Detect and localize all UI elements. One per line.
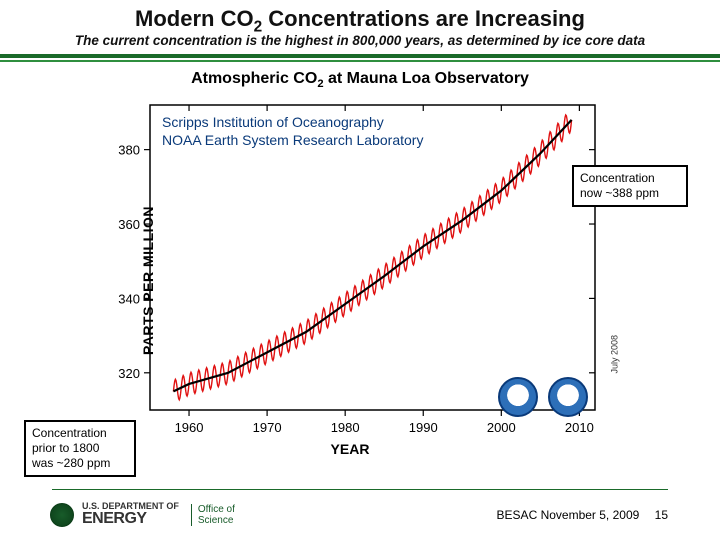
slide-title: Modern CO2 Concentrations are Increasing [0,6,720,36]
doe-name-block: U.S. DEPARTMENT OF ENERGY [82,502,179,528]
callout-now: Concentration now ~388 ppm [572,165,688,207]
svg-text:320: 320 [118,366,140,381]
svg-text:1960: 1960 [175,420,204,435]
x-axis-label: YEAR [90,441,610,457]
header-rule [0,54,720,62]
y-axis-label: PARTS PER MILLION [140,206,156,355]
slide-subtitle: The current concentration is the highest… [0,33,720,48]
chart-date-tag: July 2008 [610,335,620,374]
callout-prior-l1: Concentration [32,426,107,440]
callout-prior-l2: prior to 1800 [32,441,99,455]
svg-text:1990: 1990 [409,420,438,435]
chart-title-post: at Mauna Loa Observatory [324,70,529,87]
svg-text:340: 340 [118,291,140,306]
office-l2: Science [198,515,234,526]
page-number: 15 [655,508,668,522]
svg-text:Scripps Institution of Oceanog: Scripps Institution of Oceanography [162,114,384,130]
noaa-icon [548,377,588,417]
noaa-ship-icon [498,377,538,417]
org-logos [498,377,588,417]
title-pre: Modern CO [135,6,254,31]
callout-now-l1: Concentration [580,171,655,185]
office-of-science: Office of Science [191,504,235,526]
doe-dept-big: ENERGY [82,511,179,528]
svg-text:2010: 2010 [565,420,594,435]
slide: Modern CO2 Concentrations are Increasing… [0,0,720,540]
chart-title-pre: Atmospheric CO [191,70,317,87]
svg-text:380: 380 [118,143,140,158]
footer-logo-block: U.S. DEPARTMENT OF ENERGY Office of Scie… [50,502,235,528]
svg-text:1980: 1980 [331,420,360,435]
footer-rule [52,489,668,490]
svg-text:NOAA Earth System Research Lab: NOAA Earth System Research Laboratory [162,132,423,148]
callout-now-l2: now ~388 ppm [580,186,659,200]
title-post: Concentrations are Increasing [262,6,585,31]
svg-text:2000: 2000 [487,420,516,435]
chart-title: Atmospheric CO2 at Mauna Loa Observatory [0,70,720,90]
svg-text:360: 360 [118,217,140,232]
footer-right: BESAC November 5, 2009 15 [497,508,668,522]
chart-container: 320 340 360 380 1960 1970 1980 1990 2000 2010 Scri… [90,95,610,455]
footer-meeting: BESAC November 5, 2009 [497,508,640,522]
callout-prior-l3: was ~280 ppm [32,456,110,470]
office-l1: Office of [198,504,235,515]
callout-prior: Concentration prior to 1800 was ~280 ppm [24,420,136,477]
doe-seal-icon [50,503,74,527]
svg-text:1970: 1970 [253,420,282,435]
